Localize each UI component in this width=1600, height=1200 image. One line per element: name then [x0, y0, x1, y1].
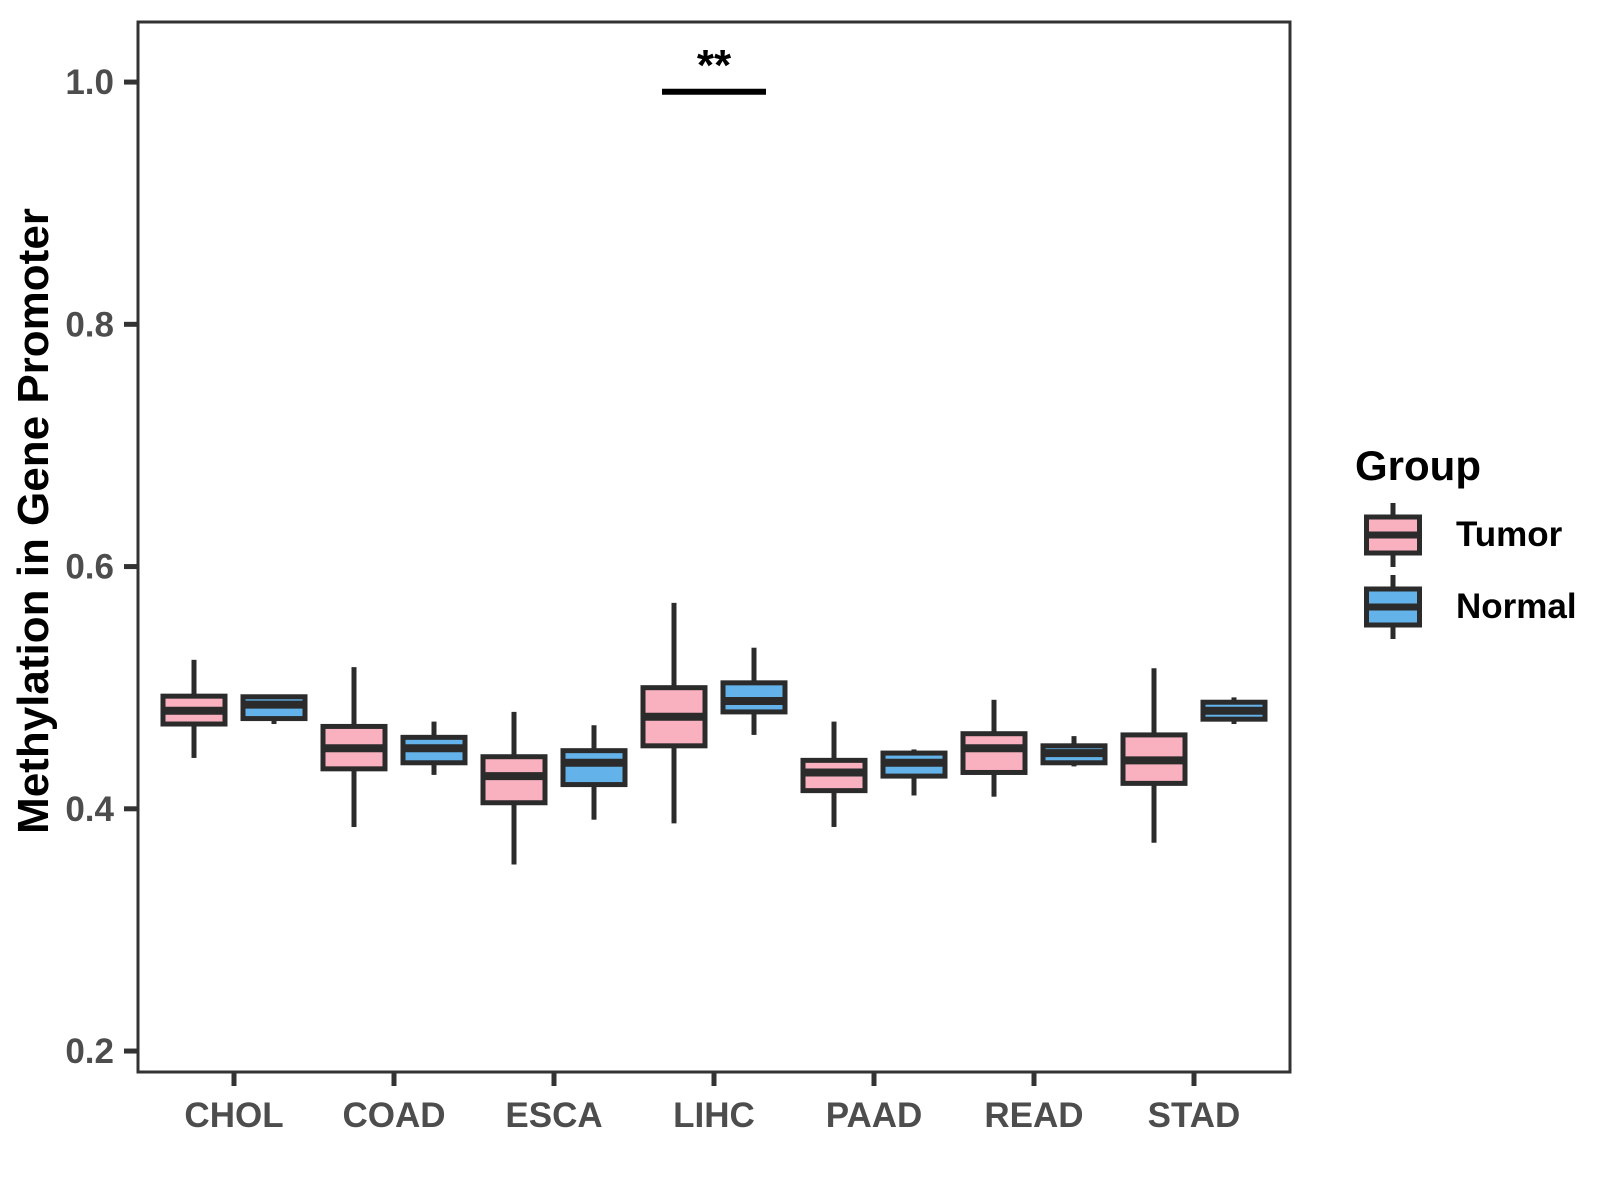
boxplot-paad-tumor: [800, 721, 868, 827]
legend-label-tumor: Tumor: [1456, 515, 1563, 554]
x-tick-label-stad: STAD: [1148, 1096, 1241, 1135]
boxplot-read-normal: [1040, 736, 1108, 767]
boxplot-esca-normal: [560, 725, 628, 820]
boxplot-coad-tumor: [320, 667, 388, 827]
y-tick-label: 0.4: [65, 790, 114, 829]
y-tick-label: 0.6: [65, 548, 114, 587]
legend-item-normal: Normal: [1338, 574, 1577, 640]
legend-items: Tumor Normal: [1338, 502, 1577, 640]
x-tick-label-lihc: LIHC: [673, 1096, 755, 1135]
y-tick-label: 0.8: [65, 305, 114, 344]
legend: Group Tumor Normal: [1338, 442, 1577, 646]
boxplot-paad-normal: [880, 749, 948, 796]
y-tick-label: 1.0: [65, 63, 114, 102]
significance-stars: **: [697, 41, 732, 90]
y-tick-label: 0.2: [65, 1032, 114, 1071]
x-tick-label-esca: ESCA: [505, 1096, 602, 1135]
x-tick-label-coad: COAD: [342, 1096, 445, 1135]
x-tick-label-read: READ: [984, 1096, 1083, 1135]
x-tick-label-paad: PAAD: [826, 1096, 923, 1135]
boxplot-esca-tumor: [480, 711, 548, 865]
boxplot-chol-tumor: [160, 659, 228, 758]
x-tick-label-chol: CHOL: [184, 1096, 283, 1135]
legend-item-tumor: Tumor: [1338, 502, 1577, 568]
boxplot-coad-normal: [400, 721, 468, 775]
legend-key-normal-boxplot-icon: [1364, 575, 1422, 639]
boxplot-lihc-normal: [720, 647, 788, 735]
boxplot-chol-normal: [240, 694, 308, 725]
legend-title: Group: [1355, 442, 1481, 489]
boxplot-stad-normal: [1200, 697, 1268, 725]
boxplot-stad-tumor: [1120, 668, 1188, 843]
legend-label-normal: Normal: [1456, 587, 1577, 626]
legend-key-tumor-boxplot-icon: [1364, 503, 1422, 567]
panel-border: [136, 20, 1292, 1074]
boxplot-read-tumor: [960, 699, 1028, 797]
boxplot-lihc-tumor: [640, 602, 708, 824]
